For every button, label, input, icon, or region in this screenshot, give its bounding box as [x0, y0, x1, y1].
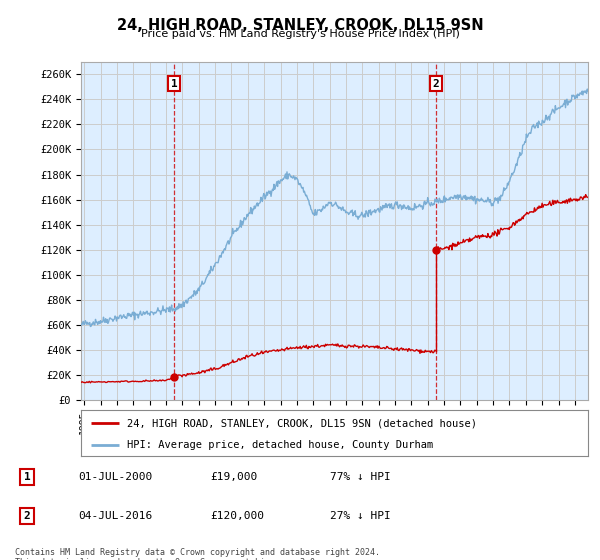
Text: £19,000: £19,000 [210, 472, 257, 482]
Text: 27% ↓ HPI: 27% ↓ HPI [330, 511, 391, 521]
Text: 2: 2 [23, 511, 31, 521]
Text: 1: 1 [23, 472, 31, 482]
Text: Contains HM Land Registry data © Crown copyright and database right 2024.
This d: Contains HM Land Registry data © Crown c… [15, 548, 380, 560]
Text: 77% ↓ HPI: 77% ↓ HPI [330, 472, 391, 482]
Text: 24, HIGH ROAD, STANLEY, CROOK, DL15 9SN: 24, HIGH ROAD, STANLEY, CROOK, DL15 9SN [116, 18, 484, 33]
Text: 04-JUL-2016: 04-JUL-2016 [78, 511, 152, 521]
Text: 01-JUL-2000: 01-JUL-2000 [78, 472, 152, 482]
Text: 2: 2 [433, 78, 439, 88]
Text: £120,000: £120,000 [210, 511, 264, 521]
Text: HPI: Average price, detached house, County Durham: HPI: Average price, detached house, Coun… [127, 440, 433, 450]
Text: 24, HIGH ROAD, STANLEY, CROOK, DL15 9SN (detached house): 24, HIGH ROAD, STANLEY, CROOK, DL15 9SN … [127, 418, 476, 428]
Text: 1: 1 [171, 78, 178, 88]
Text: Price paid vs. HM Land Registry's House Price Index (HPI): Price paid vs. HM Land Registry's House … [140, 29, 460, 39]
